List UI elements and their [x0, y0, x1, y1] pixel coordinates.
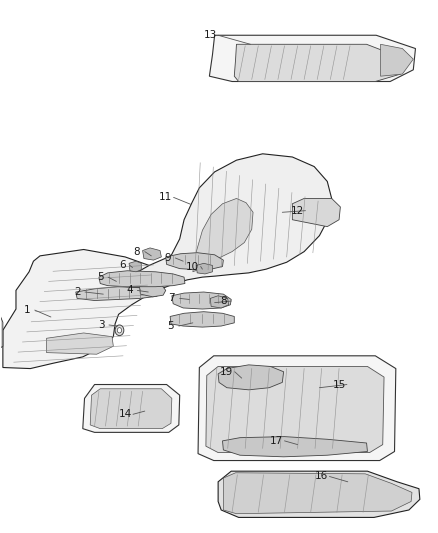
Polygon shape [143, 248, 161, 260]
Text: 5: 5 [168, 321, 174, 331]
Circle shape [115, 325, 124, 336]
Text: 6: 6 [119, 261, 125, 270]
Polygon shape [46, 333, 113, 354]
Text: 8: 8 [220, 296, 227, 306]
Circle shape [117, 328, 122, 333]
Polygon shape [83, 384, 180, 432]
Text: 12: 12 [291, 206, 304, 216]
Text: 19: 19 [220, 367, 233, 377]
Text: 11: 11 [159, 192, 173, 203]
Text: 13: 13 [204, 30, 217, 41]
Text: 7: 7 [169, 293, 175, 303]
Polygon shape [3, 249, 158, 368]
Polygon shape [210, 296, 229, 308]
Polygon shape [90, 389, 172, 429]
Polygon shape [223, 473, 412, 514]
Polygon shape [198, 356, 396, 461]
Polygon shape [218, 471, 420, 518]
Text: 8: 8 [134, 247, 140, 256]
Polygon shape [209, 35, 416, 82]
Polygon shape [206, 367, 384, 453]
Polygon shape [218, 365, 284, 390]
Polygon shape [140, 284, 166, 297]
Polygon shape [193, 198, 253, 272]
Polygon shape [129, 261, 141, 272]
Polygon shape [172, 292, 231, 309]
Polygon shape [76, 287, 157, 301]
Text: 1: 1 [24, 305, 30, 315]
Text: 5: 5 [97, 272, 103, 282]
Polygon shape [123, 154, 332, 289]
Text: 4: 4 [126, 286, 133, 295]
Text: 10: 10 [186, 262, 199, 271]
Text: 16: 16 [315, 472, 328, 481]
Text: 9: 9 [164, 253, 171, 263]
Polygon shape [234, 44, 403, 82]
Polygon shape [170, 312, 234, 327]
Text: 3: 3 [98, 320, 104, 330]
Polygon shape [381, 44, 413, 76]
Text: 15: 15 [332, 379, 346, 390]
Polygon shape [0, 312, 3, 351]
Polygon shape [223, 437, 367, 457]
Polygon shape [196, 263, 212, 274]
Text: 14: 14 [119, 409, 132, 419]
Polygon shape [166, 253, 223, 270]
Polygon shape [292, 198, 340, 227]
Polygon shape [99, 271, 185, 287]
Text: 2: 2 [74, 287, 81, 297]
Text: 17: 17 [270, 436, 283, 446]
